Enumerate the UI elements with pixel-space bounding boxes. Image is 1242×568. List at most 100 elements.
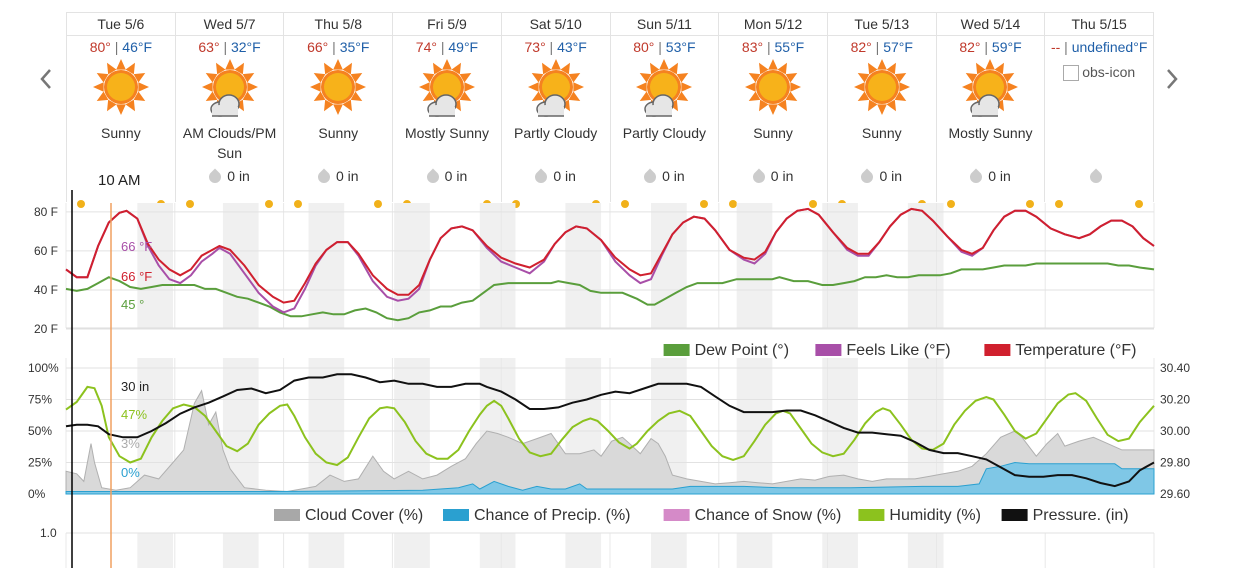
night-band (565, 533, 602, 568)
sunrise-icon (946, 200, 955, 208)
sunset-icon (700, 200, 709, 208)
legend-cloud-cover-swatch[interactable] (274, 509, 300, 521)
night-band (907, 533, 944, 568)
legend-feels-like-swatch[interactable] (815, 344, 842, 356)
legend-humidity-swatch[interactable] (858, 509, 885, 521)
low-temp: 49°F (448, 39, 479, 55)
sun-markers (937, 198, 1045, 208)
legend-dew-point-label[interactable]: Dew Point (°) (695, 342, 789, 359)
next-arrow-icon[interactable] (1160, 64, 1184, 94)
day-name: Mon 5/12 (719, 13, 827, 36)
y-tick-label-left: 25% (28, 456, 52, 470)
high-temp: 80° (633, 39, 655, 55)
cursor-temp-label: 66 °F (121, 269, 152, 284)
sun-cloud-icon (393, 57, 501, 121)
low-temp: 57°F (883, 39, 913, 55)
sunset-icon (374, 200, 383, 208)
day-name: Sat 5/10 (501, 13, 610, 36)
legend-cloud-cover-label[interactable]: Cloud Cover (%) (305, 507, 423, 524)
legend-dew-point-swatch[interactable] (663, 344, 690, 356)
sunrise-icon (729, 200, 738, 208)
legend-temperature-label[interactable]: Temperature (°F) (1015, 342, 1136, 359)
day-condition: Sunny (753, 125, 793, 141)
high-temp: 66° (307, 39, 329, 55)
day-name: Tue 5/6 (67, 13, 175, 36)
day-card-0[interactable]: Tue 5/6 80° | 46°F Sunny (66, 12, 175, 208)
sun-cloud-icon (502, 57, 610, 121)
day-card-2[interactable]: Thu 5/8 66° | 35°F Sunny 0 in (283, 12, 393, 208)
legend-snow-label[interactable]: Chance of Snow (%) (695, 507, 842, 524)
night-band (565, 203, 602, 328)
precip-chance-area (65, 461, 1155, 495)
prev-arrow-icon[interactable] (34, 64, 58, 94)
day-temps: 66° | 35°F (307, 39, 370, 55)
day-card-4[interactable]: Sat 5/10 73° | 43°F Partly Cloudy 0 in (500, 12, 610, 208)
sunrise-icon (77, 200, 85, 208)
cursor-cloud-label: 3% (121, 436, 140, 451)
y-tick-label: 40 F (34, 283, 58, 297)
night-band (137, 533, 174, 568)
cursor-feels-label: 66 °F (121, 239, 152, 254)
y-tick-label-right: 29.80 (1160, 456, 1190, 470)
sunrise-icon (620, 200, 629, 208)
legend-pressure-label[interactable]: Pressure. (in) (1033, 507, 1129, 524)
high-temp: 74° (415, 39, 437, 55)
legend-temperature-swatch[interactable] (984, 344, 1011, 356)
sunrise-icon (185, 200, 194, 208)
night-band (736, 533, 773, 568)
y-tick-label-right: 30.20 (1160, 393, 1190, 407)
day-card-6[interactable]: Mon 5/12 83° | 55°F Sunny 0 in (718, 12, 827, 208)
legend-precip-swatch[interactable] (443, 509, 469, 521)
day-card-8[interactable]: Wed 5/14 82° | 59°F Mostly Sunny 0 in (935, 12, 1045, 208)
sun-markers (284, 198, 392, 208)
day-card-5[interactable]: Sun 5/11 80° | 53°F Partly Cloudy 0 in (609, 12, 719, 208)
day-condition: Mostly Sunny (948, 125, 1033, 141)
legend-humidity-label[interactable]: Humidity (%) (889, 507, 981, 524)
day-name: Fri 5/9 (393, 13, 501, 36)
sun-icon (719, 57, 827, 121)
y-tick-label-left: 100% (28, 361, 59, 375)
cursor-time-label: 10 AM (98, 172, 141, 189)
night-band (308, 533, 345, 568)
day-name: Wed 5/7 (175, 13, 284, 36)
night-band (736, 358, 773, 494)
humidity-line (65, 385, 1155, 467)
cursor-humidity-label: 47% (121, 407, 147, 422)
cursor-precip-label: 0% (121, 465, 140, 480)
day-card-1[interactable]: Wed 5/7 63° | 32°F AM Clouds/PM Sun 0 in (174, 12, 284, 208)
day-condition: Partly Cloudy (514, 125, 598, 141)
night-band (222, 533, 259, 568)
day-card-9[interactable]: Thu 5/15 -- | undefined°F obs-icon (1044, 12, 1155, 208)
sunset-icon (1026, 200, 1035, 208)
sun-markers (611, 198, 719, 208)
day-precip: 0 in (828, 168, 936, 186)
y-tick-label-left: 50% (28, 424, 52, 438)
obs-icon-alt: obs-icon (1082, 64, 1136, 80)
high-temp: 82° (850, 39, 872, 55)
low-temp: 46°F (122, 39, 153, 55)
legend-snow-swatch[interactable] (663, 509, 690, 521)
day-temps: 63° | 32°F (198, 39, 261, 55)
night-band (394, 203, 430, 328)
sun-cloud-icon (176, 57, 284, 121)
day-card-3[interactable]: Fri 5/9 74° | 49°F Mostly Sunny 0 in (392, 12, 501, 208)
day-condition: Mostly Sunny (404, 125, 489, 141)
sunrise-icon (294, 200, 303, 208)
day-card-7[interactable]: Tue 5/13 82° | 57°F Sunny 0 in (826, 12, 936, 208)
pressure-line (65, 373, 1155, 488)
high-temp: 83° (741, 39, 764, 55)
day-condition: Sunny (318, 125, 359, 141)
night-band (394, 358, 430, 494)
sunset-icon (808, 200, 817, 208)
legend-precip-label[interactable]: Chance of Precip. (%) (474, 507, 631, 524)
day-temps: 82° | 59°F (959, 39, 1022, 55)
legend-pressure-swatch[interactable] (1001, 509, 1028, 521)
feels-like-line (65, 207, 1155, 314)
night-band (907, 358, 944, 494)
legend-feels-like-label[interactable]: Feels Like (°F) (846, 342, 950, 359)
y-tick-label: 80 F (34, 205, 58, 219)
y-tick-label-left: 75% (28, 393, 52, 407)
day-precip: 0 in (719, 168, 827, 186)
sunrise-icon (1055, 200, 1064, 208)
